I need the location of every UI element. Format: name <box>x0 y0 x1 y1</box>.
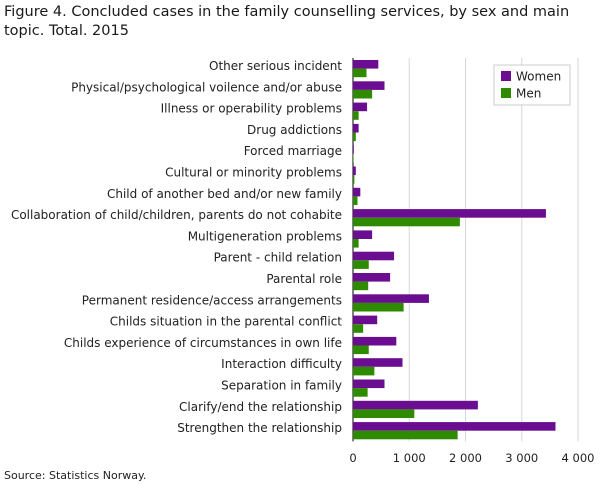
bar-men <box>353 68 367 78</box>
legend-label: Men <box>516 87 541 101</box>
category-label: Forced marriage <box>244 144 342 158</box>
bar-women <box>353 187 361 197</box>
category-label: Multigeneration problems <box>188 229 342 243</box>
bar-women <box>353 422 556 431</box>
x-tick-label: 2 000 <box>449 451 482 465</box>
x-tick-label: 1 000 <box>393 451 426 465</box>
category-label: Parent - child relation <box>214 251 342 265</box>
category-label: Other serious incident <box>209 59 342 73</box>
bar-women <box>353 102 368 112</box>
category-label: Parental role <box>266 272 342 286</box>
bar-women <box>353 336 397 346</box>
legend-swatch-men <box>501 88 511 98</box>
bar-women <box>353 294 429 303</box>
bar-men <box>353 388 368 397</box>
bar-women <box>353 145 354 154</box>
source-note: Source: Statistics Norway. <box>4 469 147 482</box>
x-tick-label: 3 000 <box>505 451 538 465</box>
bar-men <box>353 430 458 440</box>
category-label: Permanent residence/access arrangements <box>82 293 342 307</box>
bar-men <box>353 366 375 376</box>
category-label: Clarify/end the relationship <box>179 400 342 414</box>
bar-men <box>353 239 359 248</box>
bar-men <box>353 111 359 120</box>
x-tick-label: 4 000 <box>562 451 595 465</box>
bar-men <box>353 302 404 312</box>
bar-women <box>353 166 356 176</box>
category-label: Illness or operability problems <box>161 102 342 116</box>
bar-women <box>353 81 385 90</box>
bar-women <box>353 123 359 133</box>
category-label: Collaboration of child/children, parents… <box>11 208 342 222</box>
category-label: Drug addictions <box>247 123 342 137</box>
chart-legend: Women Men <box>493 64 571 106</box>
bar-men <box>353 175 355 184</box>
bar-men <box>353 132 356 142</box>
bar-men <box>353 281 369 291</box>
bar-men <box>353 153 354 163</box>
category-label: Childs situation in the parental conflic… <box>110 315 343 329</box>
bar-women <box>353 273 391 282</box>
bar-women <box>353 315 378 325</box>
bar-men <box>353 196 358 205</box>
bar-men <box>353 345 369 355</box>
bar-women <box>353 230 373 239</box>
bar-women <box>353 379 385 389</box>
legend-swatch-women <box>501 71 511 81</box>
category-label: Interaction difficulty <box>221 357 342 371</box>
bar-women <box>353 400 478 410</box>
legend-label: Women <box>516 70 561 84</box>
bar-women <box>353 251 395 261</box>
bar-men <box>353 409 415 418</box>
chart-title: Figure 4. Concluded cases in the family … <box>4 4 570 39</box>
bar-women <box>353 209 546 218</box>
category-label: Physical/psychological voilence and/or a… <box>71 80 342 94</box>
category-label: Strengthen the relationship <box>177 421 342 435</box>
bar-women <box>353 358 403 367</box>
category-label: Separation in family <box>221 379 342 393</box>
bar-men <box>353 89 373 99</box>
category-label: Child of another bed and/or new family <box>107 187 342 201</box>
category-label: Cultural or minority problems <box>165 166 342 180</box>
category-label: Childs experience of circumstances in ow… <box>64 336 342 350</box>
bar-women <box>353 60 379 69</box>
bar-men <box>353 217 460 227</box>
bar-men <box>353 324 364 333</box>
bar-men <box>353 260 369 269</box>
x-tick-label: 0 <box>349 451 356 465</box>
